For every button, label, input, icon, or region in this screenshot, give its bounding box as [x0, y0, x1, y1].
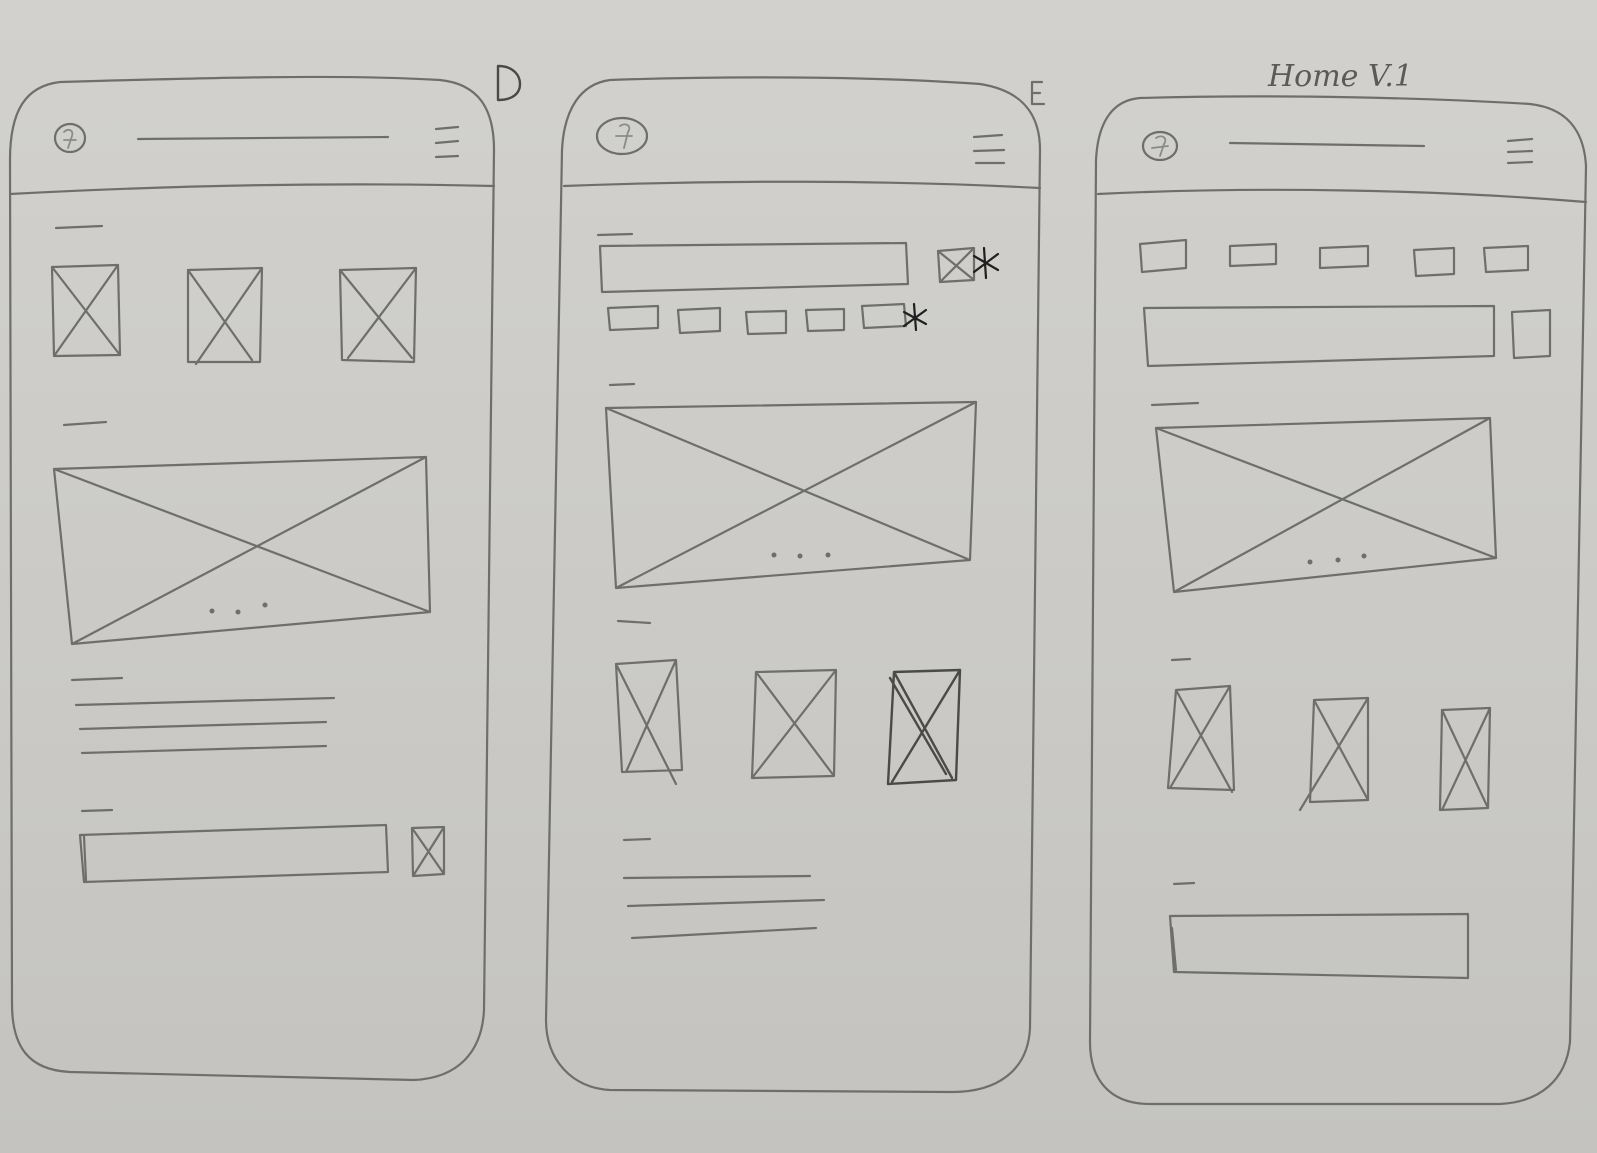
hamburger-menu-icon-home	[1506, 137, 1534, 165]
section-heading-e-2	[608, 382, 636, 387]
section-heading-home-3	[1172, 881, 1196, 886]
phone-wireframe-home	[1088, 95, 1588, 1106]
annotation-d-glyph	[496, 64, 522, 102]
carousel-dots-icon-d	[209, 602, 268, 615]
category-chip-e-5	[860, 302, 908, 330]
image-placeholder-icon-d-3	[338, 266, 418, 364]
section-heading-d-3	[70, 676, 124, 682]
carousel-dots-icon-home	[1307, 553, 1367, 565]
header-title-line-d	[136, 135, 390, 141]
category-chip-home-3	[1318, 244, 1370, 270]
header-title-line-home	[1228, 141, 1426, 148]
image-placeholder-icon-home-1	[1166, 684, 1236, 794]
search-input-box-d	[78, 823, 390, 884]
asterisk-mark-icon-e-1	[972, 246, 1000, 280]
section-heading-e-3	[616, 619, 652, 625]
phone-outline-home	[1088, 95, 1588, 1106]
image-placeholder-icon-e-2	[614, 658, 684, 786]
image-placeholder-icon-e-3	[750, 668, 838, 780]
hamburger-menu-icon-e	[972, 133, 1006, 165]
header-divider-e	[562, 180, 1042, 190]
image-placeholder-icon-d-4	[410, 825, 446, 878]
category-chip-home-1	[1138, 238, 1188, 274]
phone-wireframe-e	[544, 76, 1042, 1094]
logo-icon-d	[53, 122, 87, 154]
section-heading-d-4	[80, 808, 114, 813]
section-heading-home-2	[1170, 657, 1192, 662]
text-line-e-1	[622, 874, 812, 880]
section-heading-home-1	[1150, 401, 1200, 407]
text-line-d-3	[80, 744, 328, 755]
category-chip-e-1	[606, 304, 660, 332]
section-heading-d-2	[62, 420, 108, 427]
header-divider-d	[8, 183, 496, 196]
banner-image-placeholder-home	[1154, 416, 1498, 594]
section-heading-e-4	[622, 837, 652, 842]
annotation-home-label: Home V.1	[1267, 59, 1413, 94]
category-chip-home-4	[1412, 246, 1456, 278]
text-line-e-3	[630, 926, 818, 940]
image-placeholder-icon-home-2	[1298, 696, 1370, 812]
category-chip-home-2	[1228, 242, 1278, 268]
category-chip-e-3	[744, 309, 788, 336]
image-placeholder-icon-d-1	[50, 263, 122, 358]
section-heading-d-1	[54, 224, 104, 230]
search-input-box-e	[598, 241, 910, 294]
banner-image-placeholder-d	[52, 455, 432, 646]
action-button-box-home	[1168, 912, 1470, 980]
phone-outline-e	[544, 76, 1042, 1094]
phone-outline-d	[8, 75, 496, 1082]
carousel-dots-icon-e	[771, 552, 831, 559]
text-line-e-2	[626, 898, 826, 908]
text-line-d-1	[74, 696, 336, 707]
category-chip-home-5	[1482, 244, 1530, 274]
section-heading-e-1	[596, 232, 634, 237]
search-button-home	[1510, 308, 1552, 360]
search-input-box-home	[1142, 304, 1496, 368]
logo-icon-home	[1141, 130, 1179, 162]
category-chip-e-4	[804, 307, 846, 333]
image-placeholder-icon-e-4	[886, 668, 962, 786]
annotation-e-glyph	[1030, 80, 1046, 106]
category-chip-e-2	[676, 306, 722, 335]
image-placeholder-icon-d-2	[186, 266, 264, 366]
asterisk-mark-icon-e-2	[902, 302, 928, 332]
hamburger-menu-icon-d	[434, 125, 460, 159]
logo-icon-e	[595, 116, 649, 156]
text-line-d-2	[78, 720, 328, 731]
header-divider-home	[1096, 188, 1588, 204]
phone-wireframe-d	[8, 75, 496, 1082]
banner-image-placeholder-e	[604, 400, 978, 590]
image-placeholder-icon-e-1	[936, 246, 976, 284]
image-placeholder-icon-home-3	[1438, 706, 1492, 812]
